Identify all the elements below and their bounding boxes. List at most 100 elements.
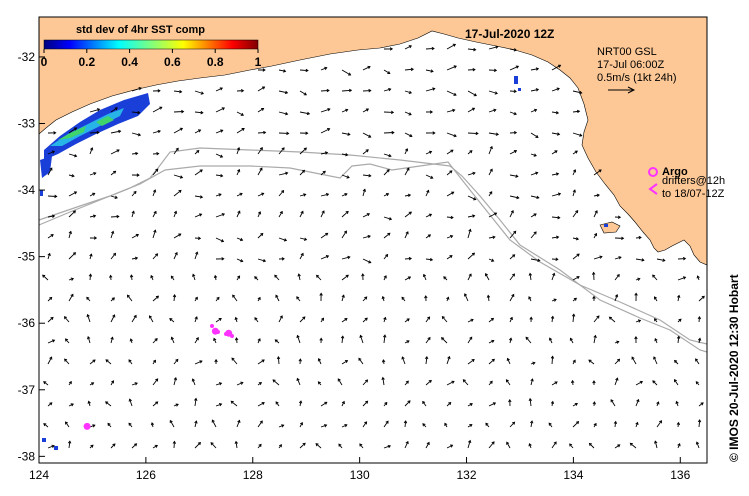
current-vector-head — [621, 236, 625, 241]
current-vector — [341, 295, 345, 302]
current-vector-head — [387, 71, 391, 75]
current-vector — [488, 358, 495, 365]
current-vector-head — [462, 379, 466, 383]
current-vector-head — [49, 402, 53, 406]
current-vector — [235, 441, 238, 449]
current-vector — [425, 151, 432, 155]
current-vector-head — [450, 149, 454, 153]
current-vector — [89, 172, 96, 176]
current-vector — [509, 210, 514, 218]
current-vector-head — [135, 151, 139, 156]
current-vector-head — [570, 379, 575, 384]
current-vector-head — [428, 150, 433, 154]
current-vector-head — [489, 380, 493, 384]
current-vector-head — [325, 192, 330, 197]
current-vector-head — [409, 134, 413, 138]
current-vector — [467, 336, 473, 344]
current-vector-head — [155, 401, 159, 405]
current-vector-head — [296, 296, 300, 300]
current-vector — [131, 257, 138, 260]
current-vector — [341, 193, 348, 197]
current-vector-head — [241, 128, 245, 131]
current-vector — [194, 150, 200, 155]
current-vector — [278, 90, 288, 94]
current-vector — [530, 195, 539, 199]
current-vector — [152, 189, 156, 197]
current-vector — [488, 236, 495, 239]
current-vector-head — [368, 174, 372, 178]
current-vector-head — [88, 273, 93, 277]
current-vector-head — [194, 296, 198, 300]
current-vector — [485, 273, 490, 281]
current-vector — [236, 147, 240, 155]
current-vector-head — [169, 419, 173, 424]
current-vector — [89, 193, 95, 197]
current-vector-head — [105, 359, 109, 363]
current-vector-head — [652, 380, 656, 384]
current-vector — [173, 252, 178, 260]
current-vector-head — [533, 108, 538, 112]
current-vector-head — [159, 106, 163, 110]
current-vector — [341, 230, 347, 239]
current-vector-head — [405, 440, 409, 445]
current-vector — [129, 399, 133, 407]
current-vector — [362, 132, 371, 138]
current-vector-head — [92, 424, 96, 428]
current-vector-head — [136, 173, 140, 177]
current-vector-head — [385, 253, 389, 258]
current-vector-head — [128, 398, 132, 402]
current-vector — [194, 111, 203, 114]
current-vector-head — [87, 335, 91, 340]
current-vector — [362, 379, 368, 386]
current-vector-head — [513, 89, 517, 93]
current-vector-head — [150, 274, 154, 279]
current-vector-head — [278, 444, 282, 448]
current-vector-head — [324, 66, 328, 70]
current-vector-head — [301, 169, 306, 173]
argo-legend-label: Argo — [662, 166, 688, 178]
current-vector — [425, 48, 435, 50]
current-vector — [362, 108, 369, 113]
current-vector — [215, 213, 225, 218]
current-vector — [341, 336, 344, 344]
current-vector-head — [113, 252, 117, 256]
current-vector — [530, 420, 533, 428]
current-vector-head — [383, 316, 387, 321]
current-vector — [278, 190, 284, 197]
current-vector-head — [449, 255, 453, 259]
current-vector-head — [401, 356, 405, 360]
current-vector-head — [191, 378, 195, 382]
current-vector-head — [195, 251, 199, 255]
current-vector — [341, 424, 348, 428]
current-vector-head — [107, 422, 111, 426]
current-vector — [215, 129, 223, 134]
current-vector-head — [427, 316, 431, 320]
current-vector-head — [470, 318, 474, 322]
current-vector — [169, 318, 175, 323]
current-vector-head — [64, 358, 68, 362]
current-vector — [87, 314, 91, 323]
current-vector — [173, 174, 183, 178]
current-vector-head — [175, 358, 179, 362]
current-vector — [383, 169, 390, 176]
current-vector-head — [220, 239, 225, 243]
current-vector — [278, 111, 288, 115]
argo-legend-icon — [648, 167, 658, 177]
current-vector-head — [303, 193, 307, 197]
current-vector — [299, 111, 310, 115]
current-vector-head — [593, 422, 597, 427]
current-vector — [299, 170, 305, 176]
current-vector-head — [281, 189, 285, 194]
current-vector — [488, 441, 495, 449]
current-vector — [425, 190, 430, 197]
current-vector — [425, 316, 430, 323]
current-vector — [614, 358, 620, 365]
current-vector-head — [93, 171, 97, 176]
current-vector-head — [259, 420, 263, 424]
current-vector-head — [408, 211, 412, 215]
current-vector-head — [43, 381, 47, 385]
current-vector — [614, 421, 617, 428]
current-vector — [588, 359, 595, 365]
current-vector — [467, 107, 475, 113]
